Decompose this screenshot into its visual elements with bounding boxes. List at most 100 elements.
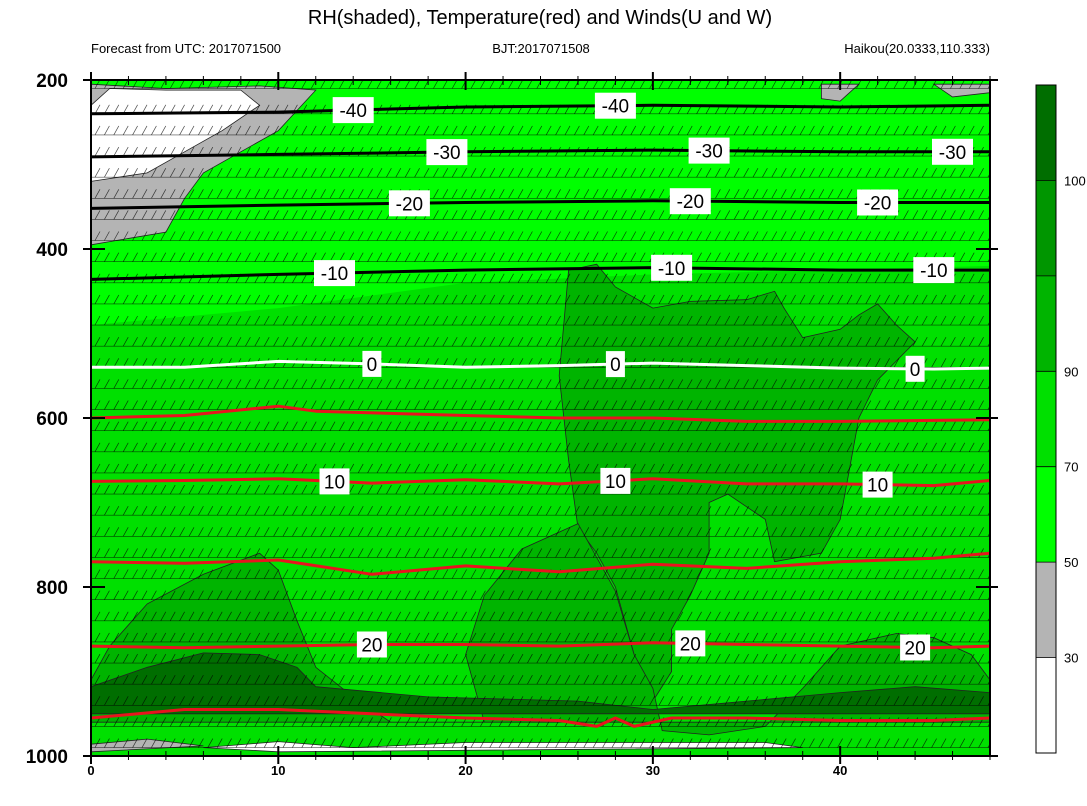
isotherm-label-1-0: -30 <box>433 143 460 164</box>
isotherm-label-box-0-0 <box>332 97 374 124</box>
rh-region-5 <box>203 741 803 753</box>
isotherm-label-0-1: -40 <box>602 97 629 118</box>
colorbar-swatch-5 <box>1036 180 1056 276</box>
x-tick-label-1: 10 <box>271 763 285 778</box>
x-tick-label-0: 0 <box>87 763 94 778</box>
wind-barbs-23 <box>94 569 990 579</box>
wind-barbs-27 <box>94 653 990 664</box>
isotherm-1 <box>91 148 990 159</box>
wind-barbs-12 <box>94 337 990 347</box>
isotherm-label-6-1: 10 <box>605 472 626 493</box>
isotherm-label-box-6-0 <box>319 468 350 495</box>
colorbar-label-4: 100 <box>1064 173 1086 188</box>
wind-barbs-28 <box>94 675 990 685</box>
isotherm-label-0-0: -40 <box>339 101 366 122</box>
y-tick-label-2: 600 <box>36 409 68 430</box>
isotherm-label-box-0-1 <box>594 92 636 119</box>
colorbar-label-2: 70 <box>1064 460 1078 475</box>
y-tick-label-1: 400 <box>36 240 68 261</box>
wind-barbs-16 <box>94 421 990 431</box>
wind-barbs-8 <box>94 252 990 262</box>
isotherm-label-1-1: -30 <box>695 142 722 163</box>
isotherm-label-8-0: 20 <box>361 636 382 657</box>
colorbar-frame <box>1035 84 1057 754</box>
wind-barbs-10 <box>94 294 990 305</box>
wind-barbs-21 <box>94 527 990 537</box>
wind-barbs-4 <box>94 168 990 178</box>
isotherm-label-2-2: -20 <box>864 194 891 215</box>
wind-barbs-19 <box>94 484 990 495</box>
colorbar-label-3: 90 <box>1064 364 1078 379</box>
isotherm-label-4-2: 0 <box>910 360 921 381</box>
chart-title: RH(shaded), Temperature(red) and Winds(U… <box>308 7 772 29</box>
isotherm-labels: -40 -40 -30 -30 -30 -20 -20 -20 -10 -10 -10 0 0 0 10 10… <box>314 92 973 661</box>
isotherm-label-box-1-1 <box>688 137 730 164</box>
isotherm-label-box-1-0 <box>426 139 468 166</box>
isotherm-label-3-1: -10 <box>658 259 685 280</box>
colorbar-swatch-4 <box>1036 275 1056 372</box>
isotherm-label-8-2: 20 <box>905 639 926 660</box>
isotherm-label-box-3-0 <box>314 260 355 287</box>
isotherm-label-box-1-2 <box>932 138 973 165</box>
x-tick-label-4: 40 <box>833 763 847 778</box>
colorbar-swatch-2 <box>1036 466 1056 563</box>
colorbar-swatch-3 <box>1036 371 1056 467</box>
isotherm-label-3-0: -10 <box>321 264 348 285</box>
bjt-subtitle: BJT:2017071508 <box>492 41 590 56</box>
x-tick-label-3: 30 <box>646 763 660 778</box>
isotherm-label-2-1: -20 <box>677 192 704 213</box>
y-tick-label-3: 800 <box>36 578 68 599</box>
isotherm-label-6-2: 10 <box>867 476 888 497</box>
isotherm-label-2-0: -20 <box>396 194 423 215</box>
forecast-subtitle: Forecast from UTC: 2017071500 <box>91 41 281 56</box>
wind-barbs-29 <box>94 696 990 706</box>
isotherm-7 <box>91 551 990 576</box>
y-tick-label-4: 1000 <box>26 747 68 768</box>
isotherm-label-1-2: -30 <box>939 143 966 164</box>
y-tick-label-0: 200 <box>36 71 68 92</box>
isotherm-label-3-2: -10 <box>920 261 947 282</box>
colorbar-label-0: 30 <box>1064 651 1078 666</box>
colorbar-swatch-6 <box>1036 85 1056 181</box>
isotherm-label-box-8-2 <box>900 634 931 661</box>
wind-barbs-20 <box>94 506 990 516</box>
isotherm-label-box-4-0 <box>362 350 382 377</box>
isotherm-3 <box>91 266 990 281</box>
colorbar: 30 50 70 90 100 <box>1035 84 1086 754</box>
isotherm-label-box-2-1 <box>669 188 711 215</box>
isotherm-label-box-6-2 <box>862 471 893 498</box>
wind-barbs-25 <box>94 611 990 621</box>
isotherm-0 <box>91 103 990 116</box>
location-subtitle: Haikou(20.0333,110.333) <box>844 41 990 56</box>
isotherm-label-box-3-1 <box>651 254 693 281</box>
wind-barbs-11 <box>94 315 990 326</box>
isotherm-label-box-2-0 <box>388 190 430 217</box>
wind-barbs-2 <box>94 125 990 136</box>
colorbar-label-1: 50 <box>1064 555 1078 570</box>
plot-area: -40 -40 -30 -30 -30 -20 -20 -20 -10 -10 -10 0 0 0 10 10… <box>90 79 991 757</box>
wind-barbs-15 <box>94 400 990 410</box>
wind-barbs-0 <box>94 80 990 89</box>
isotherm-label-box-4-2 <box>905 355 925 382</box>
wind-barbs-24 <box>94 590 990 600</box>
isotherm-label-box-3-2 <box>913 257 955 284</box>
wind-barbs-7 <box>94 231 990 241</box>
wind-barbs-14 <box>94 379 990 389</box>
wind-barbs-18 <box>94 463 990 474</box>
isotherm-label-8-1: 20 <box>680 634 701 655</box>
isotherm-label-box-6-1 <box>600 467 631 494</box>
isotherm-label-box-8-1 <box>675 630 706 657</box>
wind-barbs-17 <box>94 442 990 452</box>
wind-barbs <box>91 80 990 748</box>
wind-barbs-22 <box>94 548 990 558</box>
isotherm-8 <box>91 641 990 650</box>
isotherm-label-box-2-2 <box>857 189 899 216</box>
isotherm-5 <box>91 404 990 423</box>
rh-region-4 <box>91 738 204 753</box>
colorbar-swatch-0 <box>1036 657 1056 753</box>
colorbar-swatch-1 <box>1036 562 1056 658</box>
isotherm-4 <box>91 359 990 371</box>
isotherm-label-box-4-1 <box>605 351 625 378</box>
